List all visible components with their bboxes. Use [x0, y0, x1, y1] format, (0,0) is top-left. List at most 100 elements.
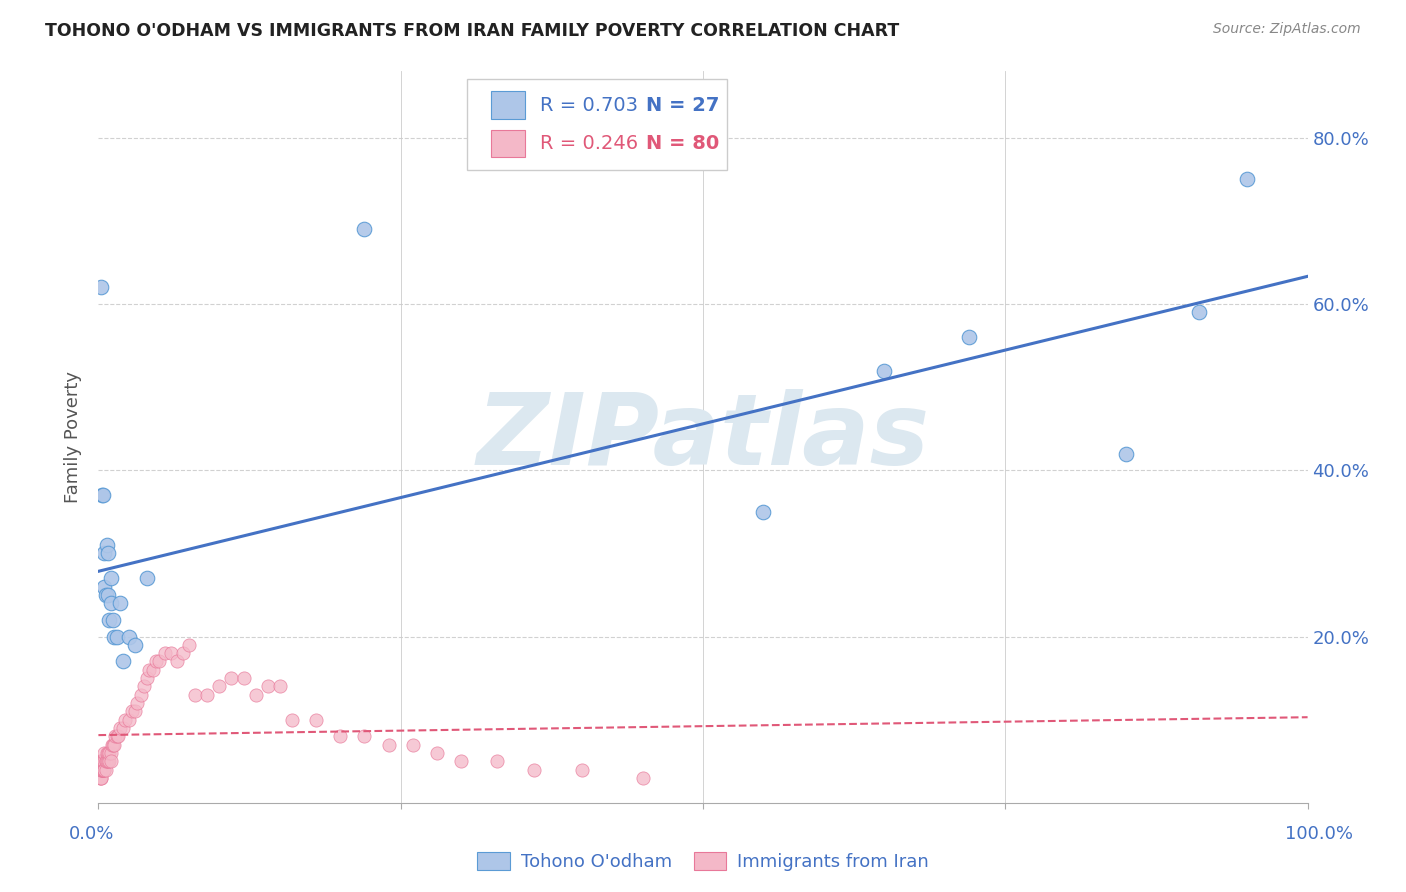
- Text: ZIPatlas: ZIPatlas: [477, 389, 929, 485]
- Text: N = 80: N = 80: [647, 134, 720, 153]
- Point: [90, 771, 112, 785]
- Point: [94, 754, 117, 768]
- Point: [91, 763, 114, 777]
- Text: R = 0.246: R = 0.246: [540, 134, 638, 153]
- Point: [114, 713, 136, 727]
- Point: [90, 754, 112, 768]
- FancyBboxPatch shape: [492, 91, 526, 120]
- Point: [101, 613, 124, 627]
- Point: [97, 754, 120, 768]
- Point: [91, 763, 114, 777]
- Point: [89, 763, 111, 777]
- Text: 100.0%: 100.0%: [1285, 825, 1353, 843]
- Point: [172, 646, 194, 660]
- Point: [329, 729, 352, 743]
- Point: [208, 680, 231, 694]
- Point: [90, 771, 112, 785]
- Point: [97, 746, 120, 760]
- Point: [111, 655, 134, 669]
- Y-axis label: Family Poverty: Family Poverty: [65, 371, 83, 503]
- Point: [195, 688, 218, 702]
- Point: [100, 746, 122, 760]
- Point: [166, 655, 188, 669]
- Point: [256, 680, 278, 694]
- Point: [91, 488, 114, 502]
- Point: [1188, 305, 1211, 319]
- Point: [93, 546, 115, 560]
- Point: [121, 705, 143, 719]
- Point: [426, 746, 449, 760]
- FancyBboxPatch shape: [467, 78, 727, 170]
- Point: [305, 713, 328, 727]
- Point: [91, 754, 114, 768]
- Point: [103, 738, 125, 752]
- Point: [91, 754, 114, 768]
- Point: [245, 688, 267, 702]
- Point: [108, 596, 131, 610]
- Point: [873, 363, 896, 377]
- Point: [124, 638, 146, 652]
- Point: [134, 680, 156, 694]
- Point: [91, 763, 114, 777]
- Point: [142, 663, 165, 677]
- Point: [90, 763, 112, 777]
- Point: [179, 638, 201, 652]
- Point: [135, 671, 157, 685]
- Point: [138, 663, 160, 677]
- Point: [221, 671, 243, 685]
- Point: [98, 746, 121, 760]
- Point: [89, 763, 111, 777]
- Point: [111, 721, 134, 735]
- Point: [353, 222, 375, 236]
- Text: N = 27: N = 27: [647, 95, 720, 115]
- Point: [269, 680, 291, 694]
- Point: [118, 630, 141, 644]
- Point: [752, 505, 775, 519]
- Point: [91, 488, 114, 502]
- Text: Source: ZipAtlas.com: Source: ZipAtlas.com: [1213, 22, 1361, 37]
- Point: [93, 763, 115, 777]
- Point: [94, 754, 117, 768]
- Point: [129, 688, 152, 702]
- Point: [98, 613, 121, 627]
- Point: [450, 754, 472, 768]
- Point: [523, 763, 546, 777]
- Point: [96, 746, 118, 760]
- Legend: Tohono O'odham, Immigrants from Iran: Tohono O'odham, Immigrants from Iran: [470, 845, 936, 879]
- Point: [100, 738, 122, 752]
- Point: [93, 580, 115, 594]
- Point: [91, 754, 114, 768]
- Point: [103, 630, 125, 644]
- Point: [124, 705, 146, 719]
- Point: [96, 754, 118, 768]
- Point: [118, 713, 141, 727]
- Point: [91, 763, 114, 777]
- Point: [97, 588, 120, 602]
- Point: [100, 596, 122, 610]
- Point: [89, 754, 111, 768]
- Point: [135, 571, 157, 585]
- Point: [90, 763, 112, 777]
- Point: [105, 729, 128, 743]
- Point: [1115, 447, 1137, 461]
- Point: [160, 646, 183, 660]
- Point: [93, 754, 115, 768]
- Point: [107, 729, 129, 743]
- Point: [104, 729, 127, 743]
- Point: [96, 538, 118, 552]
- Point: [402, 738, 425, 752]
- Point: [100, 571, 122, 585]
- Point: [1236, 172, 1258, 186]
- Text: R = 0.703: R = 0.703: [540, 95, 638, 115]
- Point: [91, 763, 114, 777]
- Point: [108, 721, 131, 735]
- Point: [101, 738, 124, 752]
- Point: [105, 630, 128, 644]
- FancyBboxPatch shape: [492, 129, 526, 158]
- Point: [100, 754, 122, 768]
- Point: [153, 646, 176, 660]
- Point: [184, 688, 207, 702]
- Point: [145, 655, 167, 669]
- Point: [90, 763, 112, 777]
- Point: [957, 330, 980, 344]
